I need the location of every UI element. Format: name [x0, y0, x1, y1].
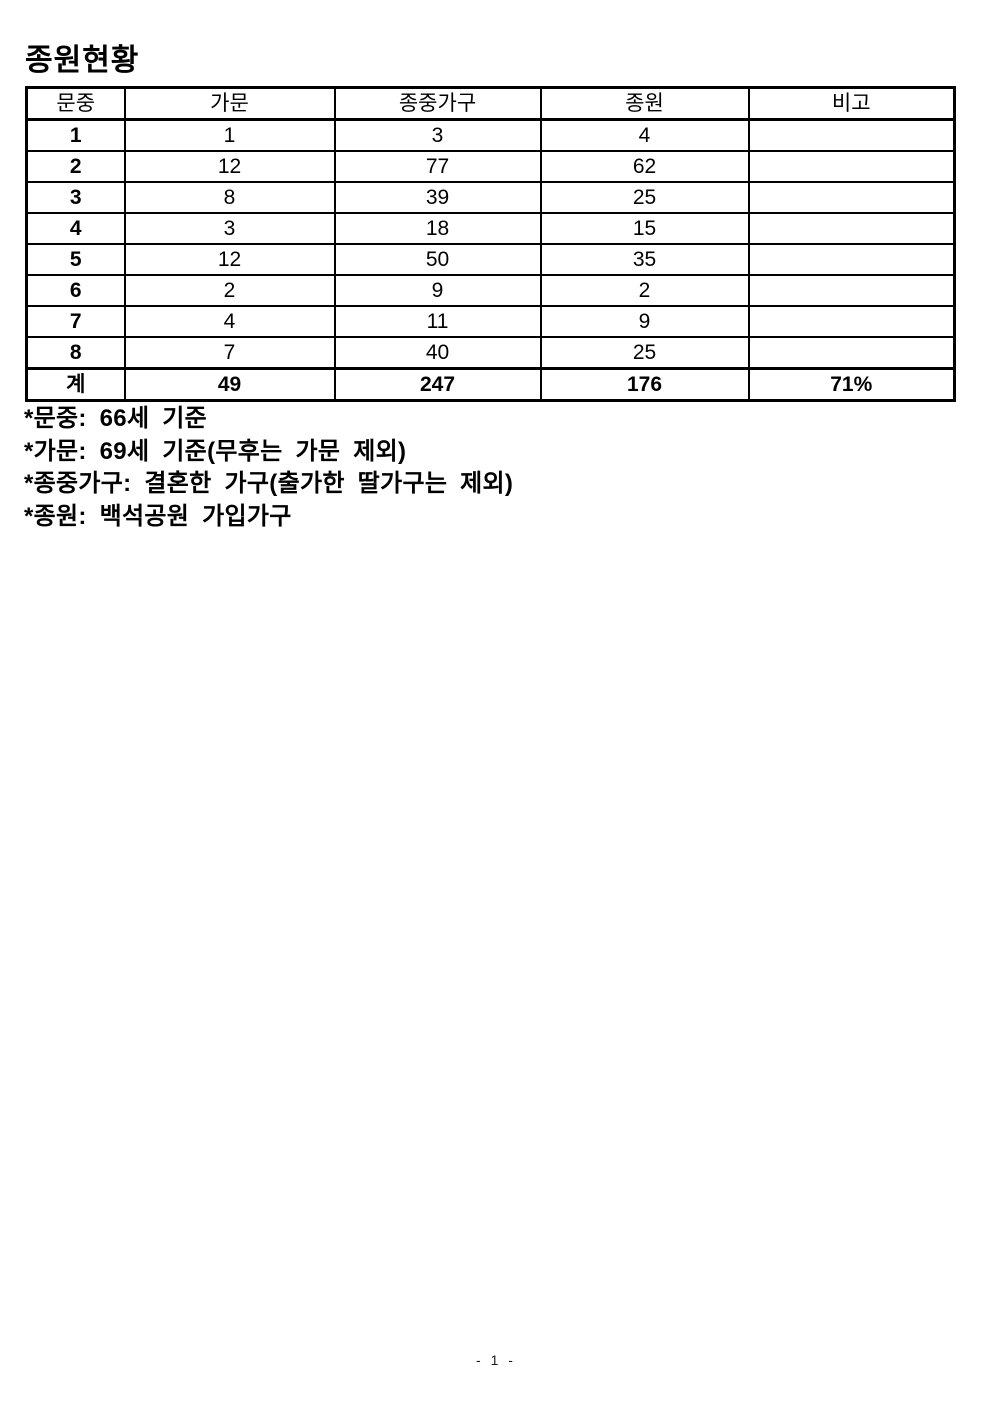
row-label-cell: 7 — [25, 305, 126, 338]
table-cell: 9 — [539, 305, 750, 338]
table-cell: 35 — [539, 243, 750, 276]
table-cell: 9 — [333, 274, 542, 307]
table-cell: 40 — [333, 336, 542, 370]
table-cell: 2 — [539, 274, 750, 307]
table-cell: 25 — [539, 336, 750, 370]
total-cell: 176 — [539, 367, 750, 402]
total-label-cell: 계 — [25, 367, 126, 402]
table-cell — [747, 274, 956, 307]
row-label-cell: 8 — [25, 336, 126, 370]
col-header-gamun: 가문 — [123, 86, 336, 121]
table-cell: 3 — [123, 212, 336, 245]
table-cell: 18 — [333, 212, 542, 245]
table-row: 6 2 9 2 — [25, 274, 956, 307]
row-label-cell: 3 — [25, 181, 126, 214]
table-cell: 2 — [123, 274, 336, 307]
table-cell: 4 — [123, 305, 336, 338]
row-label-cell: 4 — [25, 212, 126, 245]
table-cell — [747, 336, 956, 370]
table-row: 4 3 18 15 — [25, 212, 956, 245]
table-cell: 15 — [539, 212, 750, 245]
table-cell — [747, 212, 956, 245]
table-row: 2 12 77 62 — [25, 150, 956, 183]
table-cell: 25 — [539, 181, 750, 214]
footnote-munjung: *문중: 66세 기준 — [24, 405, 208, 432]
table-row: 1 1 3 4 — [25, 118, 956, 152]
total-cell: 49 — [123, 367, 336, 402]
table-cell: 12 — [123, 243, 336, 276]
footnote-jongwon: *종원: 백석공원 가입가구 — [24, 502, 292, 530]
table-cell: 77 — [333, 150, 542, 183]
table-cell: 62 — [539, 150, 750, 183]
table-cell — [747, 243, 956, 276]
table-cell: 12 — [123, 150, 336, 183]
col-header-jongwon: 종원 — [539, 86, 750, 121]
table-cell: 39 — [333, 181, 542, 214]
table-row: 8 7 40 25 — [25, 336, 956, 370]
total-percent-cell: 71% — [747, 367, 956, 402]
row-label-cell: 6 — [25, 274, 126, 307]
table-cell: 1 — [123, 118, 336, 152]
footnote-gamun: *가문: 69세 기준(무후는 가문 제외) — [24, 437, 407, 465]
row-label-cell: 1 — [25, 118, 126, 152]
page-title: 종원현황 — [25, 44, 140, 77]
table-cell: 7 — [123, 336, 336, 370]
member-status-table: 문중 가문 종중가구 종원 비고 1 1 3 4 2 12 77 62 — [25, 86, 956, 402]
col-header-jongjung-gagu: 종중가구 — [333, 86, 542, 121]
page-number: - 1 - — [476, 1352, 516, 1368]
footnotes: *문중: 66세 기준 *가문: 69세 기준(무후는 가문 제외) *종중가구… — [24, 403, 513, 533]
table-cell — [747, 181, 956, 214]
col-header-munjung: 문중 — [25, 86, 126, 121]
table-cell: 4 — [539, 118, 750, 152]
table-cell: 50 — [333, 243, 542, 276]
table-header-row: 문중 가문 종중가구 종원 비고 — [25, 86, 956, 121]
row-label-cell: 5 — [25, 243, 126, 276]
table-cell — [747, 150, 956, 183]
total-cell: 247 — [333, 367, 542, 402]
table-cell — [747, 305, 956, 338]
table-row: 5 12 50 35 — [25, 243, 956, 276]
table-total-row: 계 49 247 176 71% — [25, 367, 956, 402]
col-header-bigo: 비고 — [747, 86, 956, 121]
table-cell: 3 — [333, 118, 542, 152]
row-label-cell: 2 — [25, 150, 126, 183]
table-row: 3 8 39 25 — [25, 181, 956, 214]
table-cell: 11 — [333, 305, 542, 338]
footnote-jongjung-gagu: *종중가구: 결혼한 가구(출가한 딸가구는 제외) — [24, 470, 514, 497]
table-row: 7 4 11 9 — [25, 305, 956, 338]
table-cell — [747, 118, 956, 152]
table-cell: 8 — [123, 181, 336, 214]
